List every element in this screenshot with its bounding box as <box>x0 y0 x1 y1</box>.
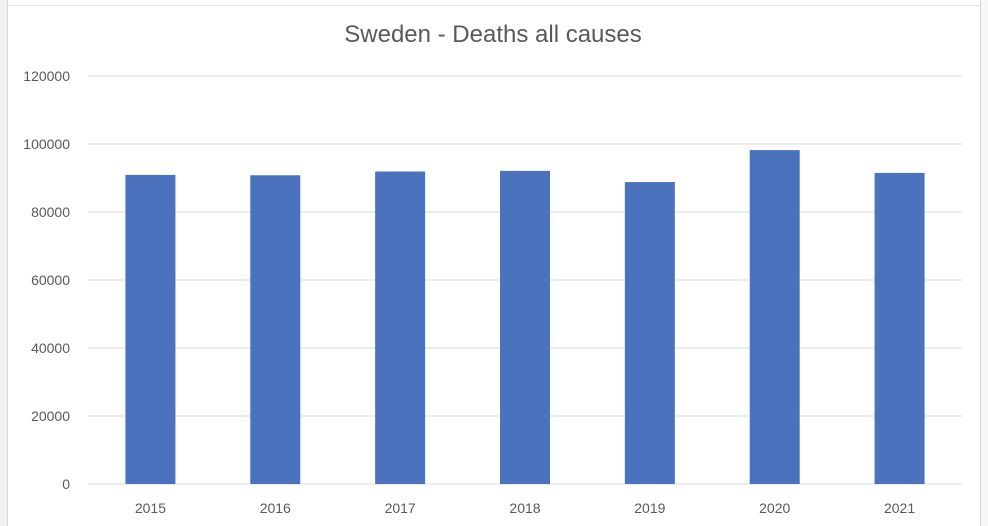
bar-2021[interactable] <box>874 172 925 484</box>
x-tick-label-2018: 2018 <box>509 500 540 516</box>
y-tick-label: 40000 <box>31 340 70 356</box>
bar-2018[interactable] <box>500 170 550 485</box>
x-tick-label-2017: 2017 <box>385 500 416 516</box>
bars <box>125 150 925 485</box>
bar-2020[interactable] <box>749 150 800 484</box>
x-tick-label-2015: 2015 <box>135 500 166 516</box>
bar-2016[interactable] <box>250 175 301 484</box>
x-tick-label-2021: 2021 <box>884 500 915 516</box>
chart-title: Sweden - Deaths all causes <box>344 21 642 48</box>
y-tick-label: 60000 <box>31 272 70 288</box>
y-tick-label: 0 <box>62 476 70 492</box>
y-tick-label: 120000 <box>23 68 70 84</box>
y-tick-label: 100000 <box>23 136 70 152</box>
y-tick-label: 80000 <box>31 204 70 220</box>
sheet-left-edge <box>0 0 8 526</box>
x-tick-label-2016: 2016 <box>260 500 291 516</box>
bar-2017[interactable] <box>375 171 426 485</box>
sheet-right-edge <box>980 0 988 526</box>
bar-2019[interactable] <box>624 182 675 484</box>
bar-2015[interactable] <box>125 174 176 484</box>
x-tick-label-2019: 2019 <box>634 500 665 516</box>
y-tick-label: 20000 <box>31 408 70 424</box>
x-tick-label-2020: 2020 <box>759 500 790 516</box>
sheet-top-edge <box>0 0 988 6</box>
y-axis-tick-labels: 0 20000 40000 60000 80000 100000 120000 <box>23 68 70 492</box>
x-axis-tick-labels: 2015 2016 2017 2018 2019 2020 2021 <box>135 500 916 516</box>
